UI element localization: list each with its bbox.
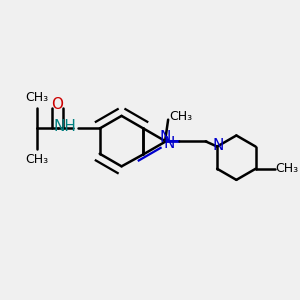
Text: NH: NH <box>54 119 77 134</box>
Text: O: O <box>52 97 64 112</box>
Text: CH₃: CH₃ <box>169 110 192 123</box>
Text: CH₃: CH₃ <box>25 153 48 166</box>
Text: N: N <box>163 136 174 152</box>
Text: CH₃: CH₃ <box>25 91 48 104</box>
Text: N: N <box>160 130 171 145</box>
Text: CH₃: CH₃ <box>275 162 298 175</box>
Text: N: N <box>213 138 224 153</box>
